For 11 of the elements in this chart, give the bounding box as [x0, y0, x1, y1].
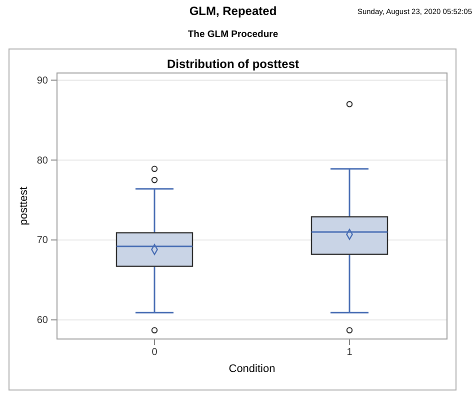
x-tick-label: 0 [152, 347, 158, 358]
y-axis-title: posttest [18, 186, 30, 226]
y-tick-label: 80 [36, 155, 48, 166]
text: GLM, Repeated [189, 4, 277, 18]
y-tick-label: 60 [36, 315, 48, 326]
x-axis-title: Condition [228, 363, 276, 375]
chart-title: Distribution of posttest [167, 57, 299, 71]
chart-subtitle: The GLM Procedure [188, 29, 278, 40]
x-tick-label: 1 [346, 347, 353, 358]
y-tick-label: 90 [36, 75, 48, 86]
y-tick-label: 70 [36, 235, 48, 246]
